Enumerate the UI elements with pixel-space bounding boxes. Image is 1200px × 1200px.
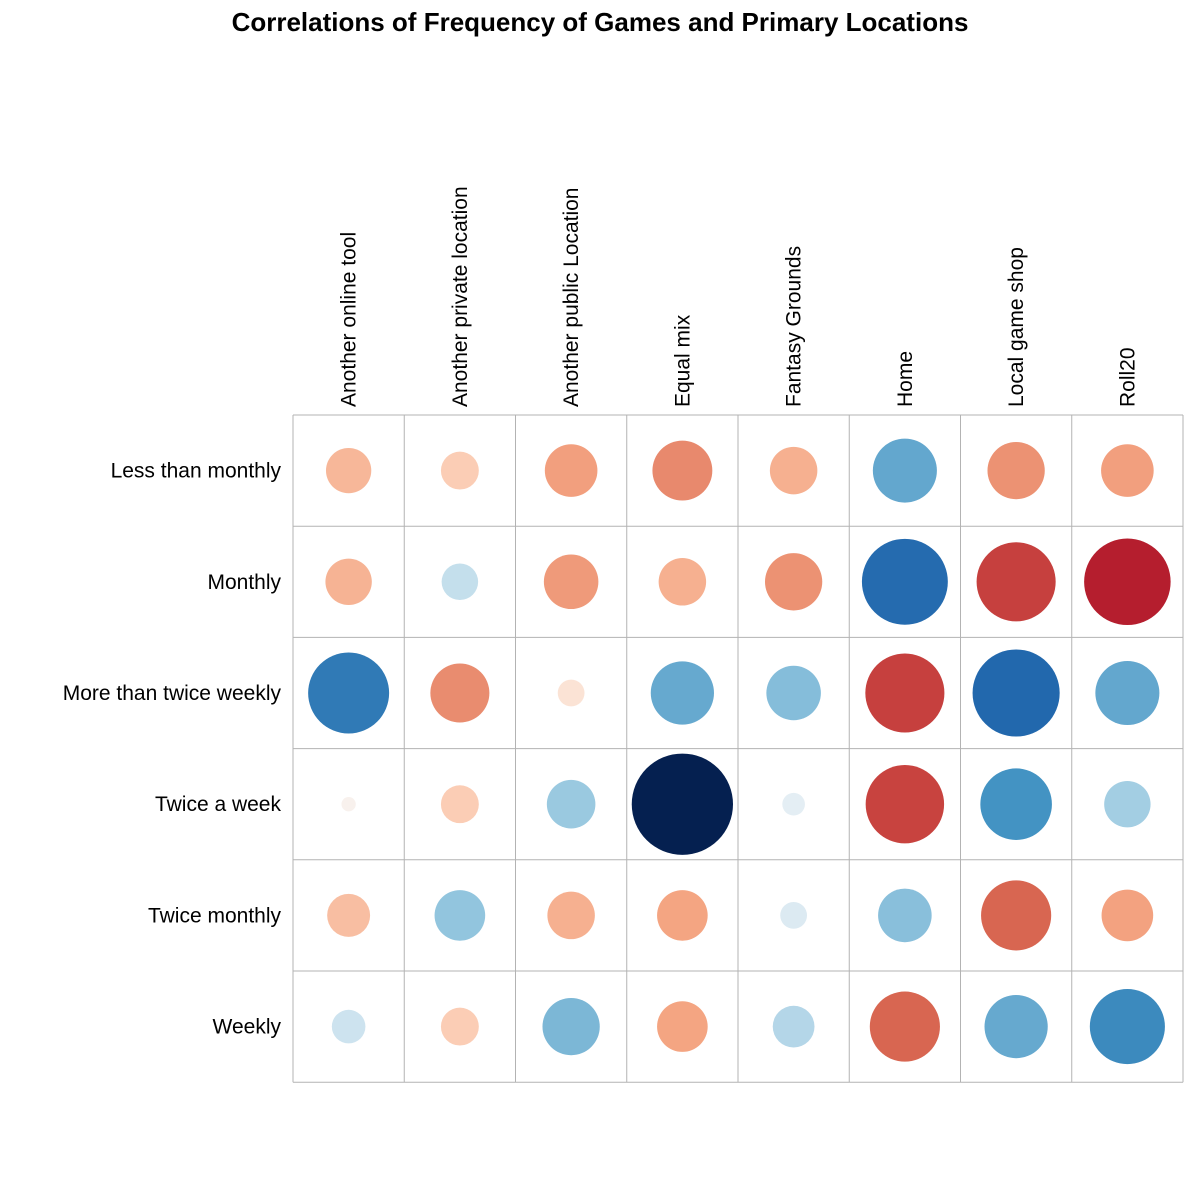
corr-circle-more-than-twice-weekly-another-public-location bbox=[557, 679, 585, 707]
corr-circle-less-than-monthly-another-private-location bbox=[440, 451, 479, 490]
column-label-equal-mix: Equal mix bbox=[671, 314, 694, 407]
corr-circle-twice-monthly-another-public-location bbox=[547, 891, 595, 940]
cell-layer bbox=[308, 438, 1171, 1065]
corr-circle-twice-a-week-another-online-tool bbox=[341, 797, 356, 812]
row-label-monthly: Monthly bbox=[207, 571, 281, 594]
corr-circle-monthly-roll20 bbox=[1084, 538, 1171, 626]
column-label-another-online-tool: Another online tool bbox=[338, 232, 361, 407]
corr-circle-more-than-twice-weekly-roll20 bbox=[1095, 660, 1160, 726]
corr-circle-monthly-equal-mix bbox=[658, 558, 707, 606]
corr-circle-less-than-monthly-equal-mix bbox=[652, 440, 713, 501]
corr-circle-monthly-another-online-tool bbox=[325, 558, 372, 605]
corr-circle-more-than-twice-weekly-home bbox=[865, 653, 945, 733]
corr-circle-monthly-fantasy-grounds bbox=[764, 553, 823, 611]
corr-circle-weekly-local-game-shop bbox=[984, 994, 1048, 1059]
corr-circle-twice-a-week-local-game-shop bbox=[980, 768, 1052, 840]
corr-circle-more-than-twice-weekly-equal-mix bbox=[650, 661, 714, 725]
corr-circle-monthly-another-private-location bbox=[441, 563, 479, 601]
column-label-another-private-location: Another private location bbox=[449, 186, 472, 407]
corr-circle-monthly-another-public-location bbox=[543, 554, 599, 610]
corr-circle-twice-monthly-fantasy-grounds bbox=[780, 902, 808, 929]
corr-circle-less-than-monthly-another-online-tool bbox=[325, 447, 372, 494]
corr-circle-twice-monthly-local-game-shop bbox=[981, 880, 1052, 951]
corr-circle-twice-a-week-another-public-location bbox=[546, 779, 596, 829]
corr-circle-weekly-home bbox=[869, 991, 940, 1062]
column-label-fantasy-grounds: Fantasy Grounds bbox=[783, 246, 806, 407]
corr-circle-weekly-another-private-location bbox=[440, 1007, 479, 1046]
corr-circle-less-than-monthly-local-game-shop bbox=[987, 441, 1045, 500]
corr-circle-less-than-monthly-fantasy-grounds bbox=[769, 446, 818, 495]
corr-circle-twice-monthly-another-private-location bbox=[434, 890, 486, 941]
corr-circle-twice-a-week-home bbox=[865, 764, 945, 844]
corr-circle-weekly-another-online-tool bbox=[331, 1009, 366, 1044]
corr-circle-less-than-monthly-another-public-location bbox=[544, 444, 598, 497]
corr-circle-twice-monthly-another-online-tool bbox=[327, 893, 371, 937]
row-label-layer: Less than monthly Monthly More than twice … bbox=[63, 460, 282, 1039]
corr-circle-weekly-another-public-location bbox=[542, 997, 600, 1056]
corr-circle-more-than-twice-weekly-another-private-location bbox=[430, 663, 490, 723]
corr-circle-twice-a-week-fantasy-grounds bbox=[782, 792, 805, 816]
column-label-another-public-location: Another public Location bbox=[560, 188, 583, 408]
corr-circle-weekly-fantasy-grounds bbox=[772, 1005, 815, 1048]
corr-circle-more-than-twice-weekly-another-online-tool bbox=[308, 652, 390, 734]
row-label-more-than-twice-weekly: More than twice weekly bbox=[63, 682, 282, 705]
grid-layer bbox=[292, 414, 1184, 1083]
corr-circle-monthly-home bbox=[861, 538, 948, 625]
corr-circle-twice-monthly-equal-mix bbox=[657, 890, 708, 941]
column-label-layer: Another online tool Another private locat… bbox=[338, 186, 1140, 407]
corr-circle-twice-a-week-roll20 bbox=[1104, 781, 1151, 828]
column-label-roll20: Roll20 bbox=[1116, 347, 1139, 407]
corr-circle-more-than-twice-weekly-local-game-shop bbox=[972, 649, 1060, 737]
corr-circle-weekly-equal-mix bbox=[657, 1001, 708, 1052]
corr-circle-more-than-twice-weekly-fantasy-grounds bbox=[766, 665, 821, 721]
row-label-less-than-monthly: Less than monthly bbox=[111, 460, 282, 483]
corr-circle-twice-a-week-equal-mix bbox=[631, 753, 733, 855]
corr-circle-less-than-monthly-roll20 bbox=[1101, 444, 1154, 497]
column-label-home: Home bbox=[894, 351, 917, 407]
corr-circle-twice-monthly-home bbox=[878, 888, 932, 943]
row-label-twice-a-week: Twice a week bbox=[155, 793, 282, 816]
corr-circle-less-than-monthly-home bbox=[872, 438, 937, 503]
row-label-twice-monthly: Twice monthly bbox=[148, 904, 282, 927]
column-label-local-game-shop: Local game shop bbox=[1005, 247, 1028, 407]
row-label-weekly: Weekly bbox=[213, 1016, 282, 1039]
corr-circle-twice-monthly-roll20 bbox=[1101, 889, 1154, 942]
corr-circle-weekly-roll20 bbox=[1089, 989, 1165, 1065]
corr-circle-twice-a-week-another-private-location bbox=[440, 785, 479, 824]
chart-title: Correlations of Frequency of Games and P… bbox=[232, 7, 969, 37]
corr-circle-monthly-local-game-shop bbox=[976, 542, 1056, 622]
